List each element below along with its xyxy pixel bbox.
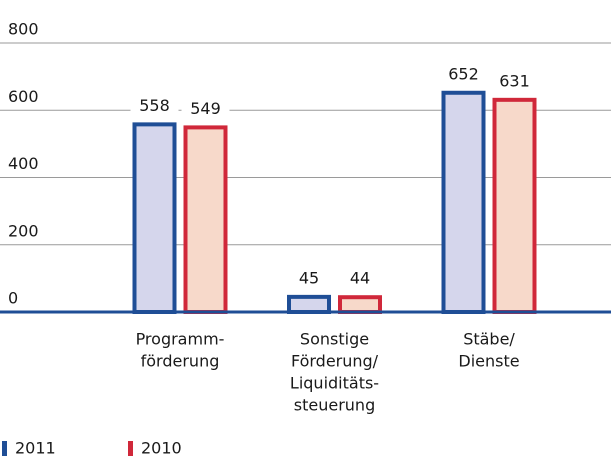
bar	[287, 294, 331, 314]
value-label: 631	[499, 71, 530, 90]
bar	[183, 125, 228, 315]
value-label-bg	[336, 267, 384, 290]
y-tick-label: 600	[8, 87, 39, 106]
bar	[338, 295, 382, 314]
value-label-bg	[285, 266, 333, 289]
x-tick-label: Sonstige	[300, 330, 369, 349]
value-label: 558	[139, 96, 170, 115]
value-label: 549	[190, 99, 221, 118]
legend-swatch	[128, 441, 133, 456]
x-tick-label: Liquiditäts-	[290, 374, 379, 393]
value-label: 45	[299, 268, 319, 287]
bar	[441, 90, 486, 314]
y-tick-label: 200	[8, 221, 39, 240]
value-label: 652	[448, 64, 479, 83]
bar	[132, 122, 177, 314]
legend-label: 2010	[141, 439, 182, 458]
x-tick-label: Dienste	[458, 352, 519, 371]
x-tick-label: steuerung	[294, 396, 375, 415]
value-label-bg	[439, 62, 488, 85]
x-tick-label: Programm-	[136, 330, 225, 349]
x-tick-label: Stäbe/	[463, 330, 515, 349]
x-tick-label: Förderung/	[291, 352, 379, 371]
x-tick-label: förderung	[141, 352, 220, 371]
y-tick-label: 800	[8, 20, 39, 39]
bar	[492, 97, 537, 314]
value-label-bg	[181, 97, 230, 120]
legend-label: 2011	[15, 439, 56, 458]
y-tick-label: 0	[8, 289, 18, 308]
value-label: 44	[350, 269, 370, 288]
y-tick-label: 400	[8, 154, 39, 173]
value-label-bg	[130, 94, 179, 117]
value-label-bg	[490, 69, 539, 92]
legend-swatch	[2, 441, 7, 456]
